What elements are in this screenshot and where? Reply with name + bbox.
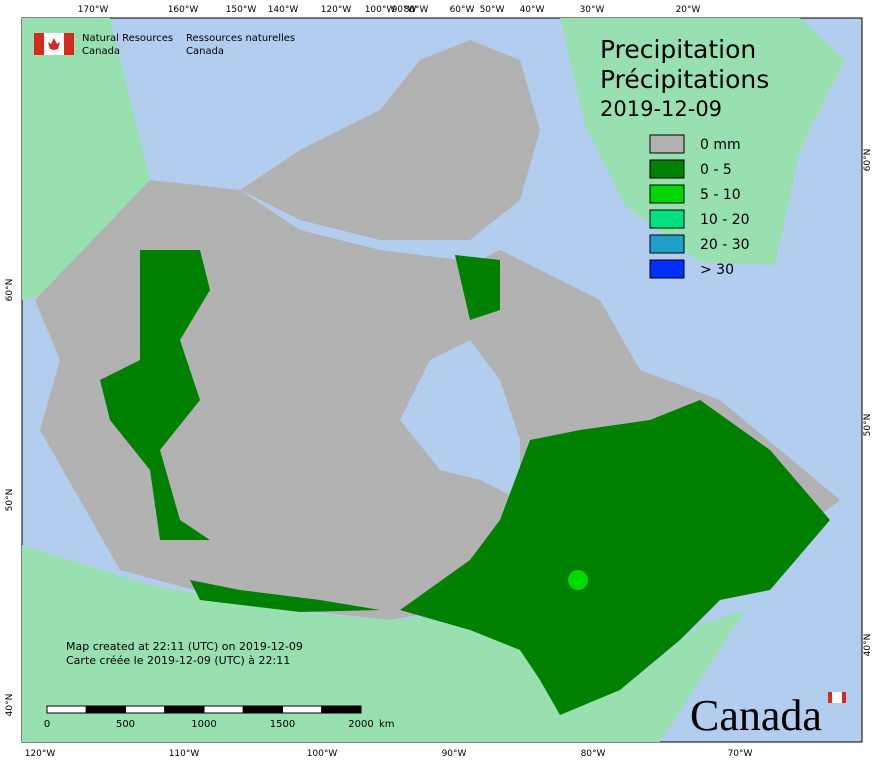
lon-label-bottom: 70°W — [728, 749, 753, 759]
scale-label: 1000 — [191, 719, 216, 730]
lon-label-top: 170°W — [78, 5, 109, 15]
legend-label: 0 mm — [700, 137, 741, 153]
lon-label-top: 120°W — [321, 5, 352, 15]
legend-label: > 30 — [700, 262, 734, 278]
agency-en: Canada — [82, 46, 120, 57]
flag-leaf — [48, 38, 60, 50]
precip-spot — [568, 570, 588, 590]
agency-fr: Canada — [186, 46, 224, 57]
lon-label-top: 90°W — [392, 5, 417, 15]
legend-label: 0 - 5 — [700, 162, 732, 178]
legend-swatch — [649, 184, 685, 204]
scale-segment — [321, 705, 362, 714]
land — [22, 18, 845, 742]
title: Precipitation — [600, 35, 756, 64]
graticule-labels: 170°W 160°W 150°W 140°W 120°W 100°W90°W80°W 60… — [5, 5, 873, 759]
lon-label-bottom: 80°W — [581, 749, 606, 759]
date: 2019-12-09 — [600, 97, 722, 121]
lon-label-bottom: 90°W — [442, 749, 467, 759]
lon-label-bottom: 110°W — [169, 749, 200, 759]
lon-label-top: 40°W — [520, 5, 545, 15]
lon-label-bottom: 100°W — [307, 749, 338, 759]
flag-bar — [34, 33, 44, 55]
wordmark-flag — [832, 692, 842, 703]
scale-segment — [164, 705, 205, 714]
scale-segment — [203, 705, 244, 714]
scale-unit: km — [379, 719, 395, 730]
lon-label-top: 160°W — [168, 5, 199, 15]
legend-label: 5 - 10 — [700, 187, 741, 203]
legend-label: 10 - 20 — [700, 212, 750, 228]
scale-bar: 0 500 1000 1500 2000 km — [44, 705, 395, 730]
wordmark: Canada — [690, 691, 822, 740]
scale-label: 1500 — [270, 719, 295, 730]
legend-swatch — [649, 259, 685, 279]
lon-label-top: 20°W — [676, 5, 701, 15]
precip-east — [400, 400, 830, 715]
lon-label-top: 30°W — [580, 5, 605, 15]
legend-swatch — [649, 134, 685, 154]
scale-label: 2000 — [348, 719, 373, 730]
legend: 0 mm 0 - 5 5 - 10 10 - 20 20 - 30 > 30 — [649, 134, 750, 279]
precip-baffin — [455, 255, 500, 320]
lon-label-top: 50°W — [480, 5, 505, 15]
lat-label-right: 50°N — [863, 414, 873, 437]
lon-label-top: 80°W — [404, 5, 429, 15]
greenland — [560, 18, 845, 265]
note: Carte créée le 2019-12-09 (UTC) à 22:11 — [66, 654, 290, 667]
lon-label-top: 60°W — [450, 5, 475, 15]
scale-segment — [125, 705, 166, 714]
scale-segment — [242, 705, 283, 714]
note: Map created at 22:11 (UTC) on 2019-12-09 — [66, 640, 303, 653]
agency-fr: Ressources naturelles — [186, 33, 295, 44]
lon-label-top: 140°W — [268, 5, 299, 15]
lon-label-bottom: 120°W — [25, 749, 56, 759]
legend-swatch — [649, 234, 685, 254]
flag-bar — [64, 33, 74, 55]
alaska — [22, 18, 150, 300]
scale-segment — [282, 705, 323, 714]
scale-segment — [46, 705, 87, 714]
lat-label-left: 60°N — [5, 279, 15, 302]
lat-label-right: 60°N — [863, 149, 873, 172]
hudson-bay — [400, 340, 520, 500]
precip-prairie — [190, 580, 380, 612]
lon-label-top: 100°W — [365, 5, 396, 15]
lon-label-top: 150°W — [226, 5, 257, 15]
precip-west — [100, 250, 210, 540]
lat-label-left: 50°N — [5, 489, 15, 512]
arctic-islands — [240, 40, 540, 240]
scale-label: 0 — [44, 719, 50, 730]
agency-en: Natural Resources — [82, 33, 173, 44]
legend-swatch — [649, 209, 685, 229]
scale-label: 500 — [116, 719, 135, 730]
legend-label: 20 - 30 — [700, 237, 750, 253]
lat-label-left: 40°N — [5, 694, 15, 717]
title: Précipitations — [600, 65, 769, 94]
legend-swatch — [649, 159, 685, 179]
lat-label-right: 40°N — [863, 634, 873, 657]
scale-segment — [85, 705, 126, 714]
